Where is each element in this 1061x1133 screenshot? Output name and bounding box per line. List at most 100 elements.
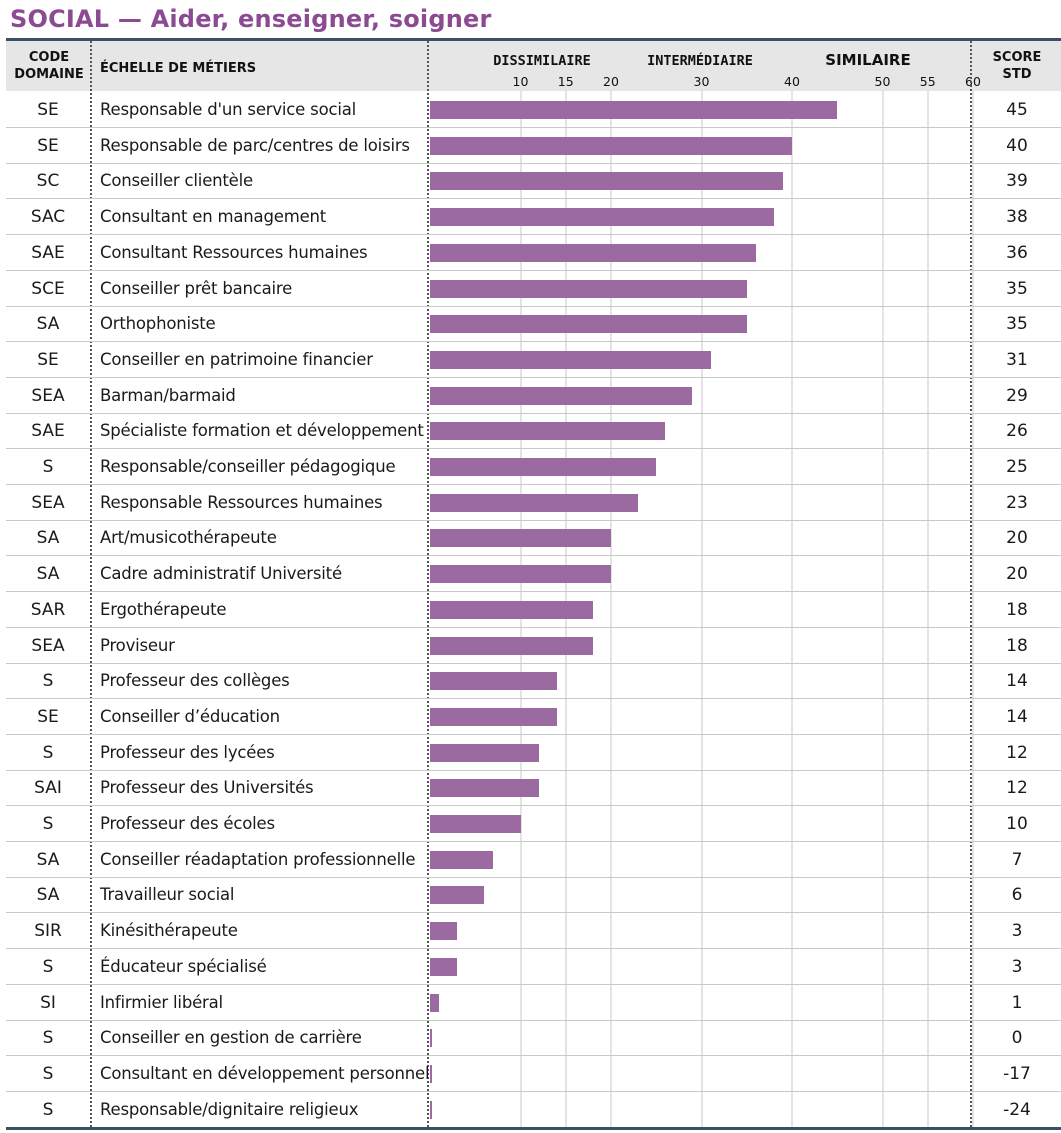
score-value: 12 (1006, 778, 1028, 799)
score-value: 0 (1011, 1028, 1023, 1049)
top-rule (6, 38, 1061, 41)
score-value: 23 (1006, 492, 1028, 513)
score-bar (430, 1064, 433, 1083)
score-bar (430, 779, 539, 798)
table-row: S Professeur des collèges 14 (6, 663, 1061, 700)
metier-name: Conseiller en gestion de carrière (100, 1028, 362, 1048)
score-value: 39 (1006, 171, 1028, 192)
score-value: 3 (1011, 921, 1023, 942)
score-value: 1 (1011, 992, 1023, 1013)
score-bar (430, 743, 539, 762)
domain-code: SA (36, 564, 60, 585)
score-bar (430, 422, 666, 441)
score-bar (430, 1100, 433, 1119)
score-value: 20 (1006, 564, 1028, 585)
score-value: 12 (1006, 742, 1028, 763)
table-row: SE Responsable d'un service social 45 (6, 92, 1061, 128)
table-row: SIR Kinésithérapeute 3 (6, 913, 1061, 950)
metier-name: Responsable Ressources humaines (100, 492, 383, 512)
metier-name: Conseiller réadaptation professionnelle (100, 849, 416, 869)
domain-code: SA (36, 885, 60, 906)
domain-code: SE (37, 100, 59, 120)
metier-name: Art/musicothérapeute (100, 528, 277, 548)
metier-name: Consultant en management (100, 207, 327, 227)
score-bar (430, 886, 485, 905)
score-value: 45 (1006, 100, 1028, 120)
domain-code: SAC (30, 207, 66, 228)
table-row: SAE Consultant Ressources humaines 36 (6, 235, 1061, 271)
table-row: SC Conseiller clientèle 39 (6, 163, 1061, 200)
score-value: 29 (1006, 385, 1028, 406)
zone-label-intermediaire: INTERMÉDIAIRE (647, 53, 753, 69)
score-bar (430, 600, 593, 619)
domain-code: SC (36, 171, 60, 192)
domain-code: S (42, 1099, 54, 1120)
score-bar (430, 565, 611, 584)
x-tick-label: 60 (965, 74, 981, 89)
metier-name: Professeur des lycées (100, 742, 275, 762)
zone-label-similaire: SIMILAIRE (825, 51, 911, 69)
domain-code: SI (40, 992, 56, 1013)
domain-code: SIR (34, 921, 62, 942)
zone-label-dissimilaire: DISSIMILAIRE (493, 53, 591, 69)
score-bar (430, 529, 611, 548)
domain-code: SCE (31, 278, 65, 299)
score-value: 40 (1006, 135, 1028, 156)
table-row: SA Orthophoniste 35 (6, 306, 1061, 343)
metier-name: Kinésithérapeute (100, 921, 238, 941)
domain-code: SEA (31, 635, 65, 656)
column-separator-code (90, 41, 92, 1127)
table-row: SA Conseiller réadaptation professionnell… (6, 842, 1061, 878)
table-row: S Consultant en développement personnel -1… (6, 1056, 1061, 1092)
table-row: S Professeur des lycées 12 (6, 735, 1061, 771)
score-bar (430, 707, 557, 726)
score-value: 35 (1006, 278, 1028, 299)
page-title: SOCIAL — Aider, enseigner, soigner (10, 5, 492, 33)
domain-code: SE (37, 135, 59, 156)
score-bar (430, 208, 774, 227)
score-value: 14 (1006, 671, 1028, 692)
domain-code: SE (37, 349, 59, 370)
metier-name: Spécialiste formation et développement (100, 421, 424, 441)
metier-name: Consultant en développement personnel (100, 1063, 430, 1083)
gridline (926, 91, 929, 1127)
table-row: SA Art/musicothérapeute 20 (6, 520, 1061, 557)
metier-name: Professeur des collèges (100, 671, 290, 691)
table-row: S Éducateur spécialisé 3 (6, 949, 1061, 985)
domain-code: S (42, 742, 54, 763)
table-row: SEA Barman/barmaid 29 (6, 378, 1061, 414)
x-tick-label: 50 (874, 74, 891, 89)
score-value: 20 (1006, 528, 1028, 549)
table-row: S Responsable/dignitaire religieux -24 (6, 1092, 1061, 1128)
score-value: 35 (1006, 314, 1028, 335)
header-echelle-metiers: ÉCHELLE DE MÉTIERS (100, 61, 257, 76)
score-bar (430, 279, 747, 298)
table-row: SEA Responsable Ressources humaines 23 (6, 485, 1061, 521)
score-bar (430, 101, 838, 119)
score-bar (430, 493, 639, 512)
score-bar (430, 458, 657, 476)
domain-code: S (42, 956, 54, 977)
column-separator-score (970, 41, 972, 1127)
table-row: SE Conseiller en patrimoine financier 31 (6, 342, 1061, 378)
domain-code: S (42, 1028, 54, 1049)
score-value: -24 (1003, 1099, 1031, 1120)
metier-name: Conseiller prêt bancaire (100, 278, 293, 298)
metier-name: Infirmier libéral (100, 992, 223, 1012)
score-bar (430, 315, 747, 334)
domain-code: S (42, 1063, 54, 1084)
metier-name: Orthophoniste (100, 314, 216, 334)
table-row: S Professeur des écoles 10 (6, 806, 1061, 842)
gridline (610, 91, 612, 1127)
score-bar (430, 957, 458, 976)
metier-name: Consultant Ressources humaines (100, 242, 368, 262)
score-value: 25 (1006, 457, 1028, 477)
score-bar (430, 636, 593, 655)
score-bar (430, 1029, 433, 1048)
domain-code: S (42, 814, 54, 834)
header-band (6, 41, 1061, 91)
score-value: 26 (1006, 421, 1028, 442)
table-row: SAE Spécialiste formation et développemen… (6, 413, 1061, 450)
metier-name: Travailleur social (100, 885, 235, 905)
header-code-line1: CODE (28, 50, 70, 65)
